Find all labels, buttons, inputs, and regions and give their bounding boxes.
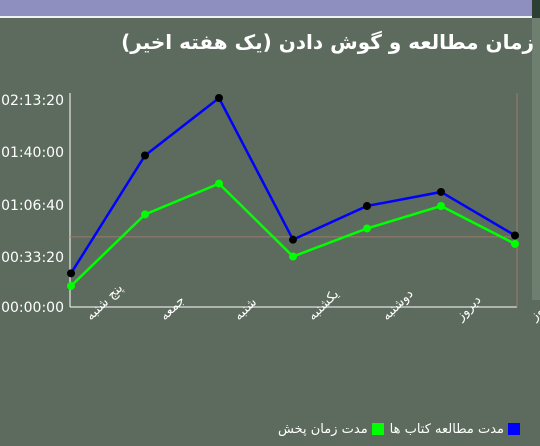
- data-point: [363, 224, 371, 233]
- data-point: [141, 151, 149, 160]
- legend-item-reading: مدت مطالعه کتاب ها: [390, 422, 520, 437]
- data-point: [215, 94, 223, 102]
- data-point: [363, 202, 371, 211]
- chart-title: زمان مطالعه و گوش دادن (یک هفته اخیر): [121, 30, 534, 54]
- legend-swatch-playback: [371, 423, 384, 435]
- data-point: [67, 281, 75, 290]
- chart-legend: مدت مطالعه کتاب ها مدت زمان پخش: [230, 420, 520, 438]
- series-line-1: [70, 182, 516, 287]
- x-tick-label: دوشنبه: [379, 286, 416, 323]
- data-point: [67, 269, 75, 278]
- top-divider: [0, 16, 532, 18]
- data-point: [215, 179, 223, 188]
- x-tick-label: شنبه: [231, 295, 260, 324]
- data-point: [141, 210, 149, 219]
- data-point: [289, 235, 297, 244]
- data-point: [511, 239, 519, 248]
- x-tick-label: پنج شنبه: [83, 281, 126, 324]
- x-tick-label: جمعه: [157, 293, 188, 324]
- legend-swatch-reading: [508, 423, 520, 435]
- y-tick-label: 02:13:20: [1, 93, 64, 109]
- y-tick-label: 00:00:00: [1, 300, 64, 316]
- x-tick-label: امروز: [527, 292, 540, 325]
- data-point: [289, 252, 297, 261]
- y-tick-label: 01:06:40: [1, 198, 64, 214]
- top-corner: [532, 0, 540, 18]
- scrollbar[interactable]: [532, 18, 540, 300]
- legend-label-reading: مدت مطالعه کتاب ها: [389, 421, 504, 437]
- legend-item-playback: مدت زمان پخش: [278, 422, 384, 437]
- data-point: [511, 231, 519, 240]
- data-point: [437, 202, 445, 211]
- series-line-0: [69, 96, 516, 275]
- x-tick-label: یکشنبه: [305, 287, 342, 324]
- line-chart: 00:00:00 00:33:20 01:06:40 01:40:00 02:13:20…: [1, 93, 540, 325]
- x-tick-label: دیروز: [453, 292, 485, 324]
- legend-label-playback: مدت زمان پخش: [278, 421, 368, 437]
- y-tick-label: 01:40:00: [1, 145, 64, 161]
- y-tick-label: 00:33:20: [1, 250, 64, 266]
- data-point: [437, 187, 445, 196]
- top-bar: [0, 0, 540, 16]
